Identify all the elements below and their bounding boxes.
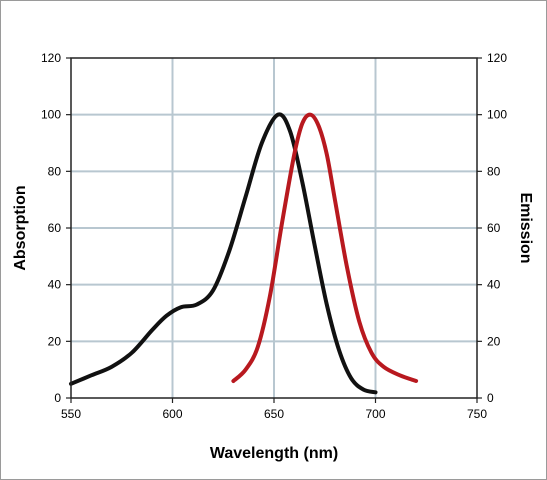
emission-curve bbox=[231, 112, 419, 383]
right-y-tick-label: 40 bbox=[487, 278, 501, 292]
y-axis-title-right: Emission bbox=[517, 192, 534, 263]
right-y-tick-label: 20 bbox=[487, 334, 501, 348]
right-y-tick-label: 80 bbox=[487, 164, 501, 178]
x-tick-label: 650 bbox=[264, 407, 284, 421]
left-y-tick-label: 20 bbox=[48, 334, 62, 348]
grid bbox=[71, 58, 477, 398]
right-y-tick-label: 60 bbox=[487, 221, 501, 235]
left-y-tick-label: 40 bbox=[48, 278, 62, 292]
x-tick-label: 700 bbox=[365, 407, 385, 421]
y-axis-title-left: Absorption bbox=[12, 185, 29, 270]
absorption-curve bbox=[69, 112, 378, 395]
right-y-tick-label: 100 bbox=[487, 108, 507, 122]
left-y-tick-label: 0 bbox=[54, 391, 61, 405]
left-y-tick-label: 120 bbox=[41, 51, 61, 65]
x-tick-label: 550 bbox=[61, 407, 81, 421]
x-axis-title: Wavelength (nm) bbox=[210, 445, 338, 462]
left-y-tick-label: 100 bbox=[41, 108, 61, 122]
x-tick-label: 750 bbox=[467, 407, 487, 421]
x-tick-label: 600 bbox=[162, 407, 182, 421]
left-y-tick-label: 80 bbox=[48, 164, 62, 178]
series-layer bbox=[69, 112, 419, 395]
right-y-tick-label: 0 bbox=[487, 391, 494, 405]
right-y-tick-label: 120 bbox=[487, 51, 507, 65]
left-y-tick-label: 60 bbox=[48, 221, 62, 235]
